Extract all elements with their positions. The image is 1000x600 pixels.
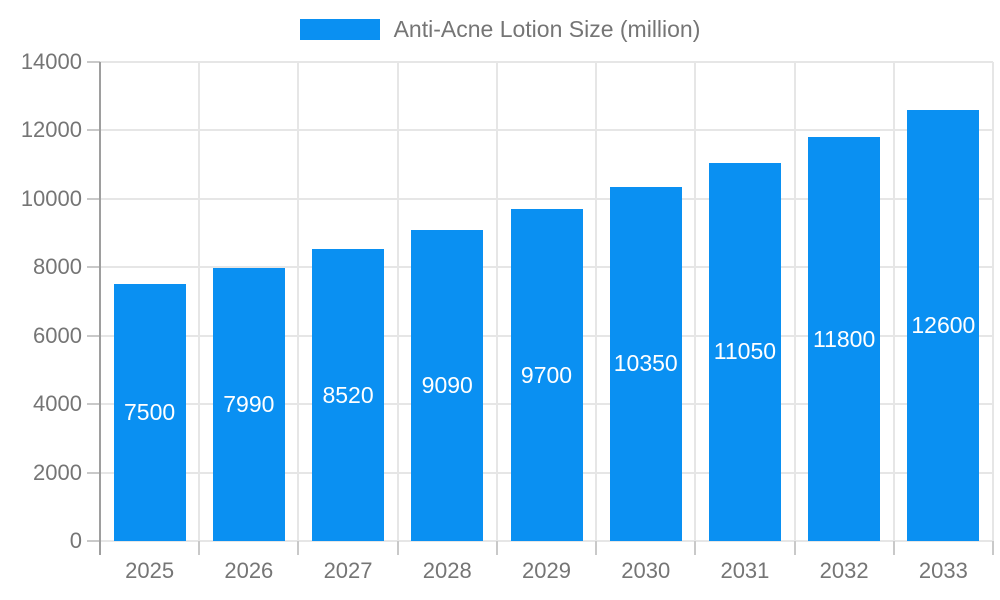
x-axis-tick-label: 2028 bbox=[422, 558, 472, 583]
y-axis-line bbox=[99, 62, 101, 555]
bar-value-label: 11050 bbox=[713, 338, 777, 365]
x-axis-tick bbox=[793, 541, 796, 555]
gridline-vertical bbox=[297, 62, 300, 541]
gridline-horizontal bbox=[100, 540, 993, 542]
y-axis-tick bbox=[87, 61, 100, 63]
x-axis-tick-label: 2025 bbox=[125, 558, 175, 583]
bar-value-label: 7500 bbox=[124, 399, 176, 426]
gridline-vertical bbox=[892, 62, 895, 541]
x-axis-tick bbox=[198, 541, 201, 555]
legend-swatch-icon bbox=[299, 19, 380, 40]
legend: Anti-Acne Lotion Size (million) bbox=[0, 16, 1000, 43]
y-axis-tick-label: 14000 bbox=[20, 49, 82, 74]
legend-item[interactable]: Anti-Acne Lotion Size (million) bbox=[299, 16, 701, 43]
bar-2030: 10350 bbox=[609, 186, 682, 541]
y-axis-tick-label: 0 bbox=[69, 528, 82, 553]
x-axis-tick-label: 2026 bbox=[224, 558, 274, 583]
gridline-vertical bbox=[495, 62, 498, 541]
y-axis-tick-label: 10000 bbox=[20, 185, 82, 211]
gridline-horizontal bbox=[100, 129, 993, 132]
y-axis-tick bbox=[87, 403, 100, 406]
gridline-horizontal bbox=[100, 197, 993, 200]
y-axis-tick bbox=[87, 197, 100, 200]
legend-label: Anti-Acne Lotion Size (million) bbox=[393, 16, 701, 42]
bar-value-label: 8520 bbox=[322, 381, 374, 408]
x-axis-tick bbox=[595, 541, 598, 555]
y-axis-tick-label: 8000 bbox=[33, 254, 82, 280]
y-axis-tick bbox=[87, 540, 100, 542]
bar-value-label: 7990 bbox=[223, 390, 275, 417]
gridline-vertical bbox=[992, 62, 994, 541]
y-axis-tick-label: 12000 bbox=[20, 117, 82, 143]
y-axis-tick bbox=[87, 266, 100, 269]
y-axis-tick bbox=[87, 334, 100, 337]
gridline-vertical bbox=[198, 62, 201, 541]
bar-2026: 7990 bbox=[212, 267, 285, 541]
bar-value-label: 11800 bbox=[813, 325, 876, 352]
x-axis-tick bbox=[892, 541, 895, 555]
x-axis-tick bbox=[694, 541, 697, 555]
x-axis-tick bbox=[396, 541, 399, 555]
x-axis-tick-label: 2029 bbox=[522, 558, 571, 583]
y-axis-tick bbox=[87, 129, 100, 132]
x-axis-tick-label: 2033 bbox=[918, 558, 968, 583]
gridline-vertical bbox=[396, 62, 399, 541]
bar-2027: 8520 bbox=[312, 249, 385, 541]
gridline-vertical bbox=[793, 62, 796, 541]
bar-value-label: 9090 bbox=[421, 371, 473, 398]
x-axis-tick bbox=[495, 541, 498, 555]
x-axis-tick-label: 2030 bbox=[621, 558, 671, 583]
gridline-vertical bbox=[694, 62, 697, 541]
bar-2029: 9700 bbox=[510, 209, 583, 541]
y-axis-tick-label: 6000 bbox=[33, 322, 82, 348]
x-axis-tick-label: 2031 bbox=[720, 558, 770, 583]
bar-value-label: 12600 bbox=[911, 311, 976, 338]
x-axis-tick bbox=[992, 541, 994, 555]
bar-2028: 9090 bbox=[411, 229, 484, 541]
gridline-horizontal bbox=[100, 61, 993, 63]
bar-2033: 12600 bbox=[907, 109, 980, 541]
y-axis-tick bbox=[87, 471, 100, 474]
bar-2032: 11800 bbox=[808, 137, 881, 541]
y-axis-tick-label: 4000 bbox=[33, 391, 82, 417]
gridline-vertical bbox=[595, 62, 598, 541]
x-axis-tick-label: 2032 bbox=[819, 558, 869, 583]
x-axis-tick bbox=[297, 541, 300, 555]
bar-value-label: 9700 bbox=[520, 361, 573, 388]
bar-value-label: 10350 bbox=[613, 350, 678, 377]
bar-2025: 7500 bbox=[113, 284, 186, 541]
x-axis-tick-label: 2027 bbox=[323, 558, 373, 583]
y-axis-tick-label: 2000 bbox=[33, 459, 82, 485]
bar-2031: 11050 bbox=[708, 162, 781, 541]
